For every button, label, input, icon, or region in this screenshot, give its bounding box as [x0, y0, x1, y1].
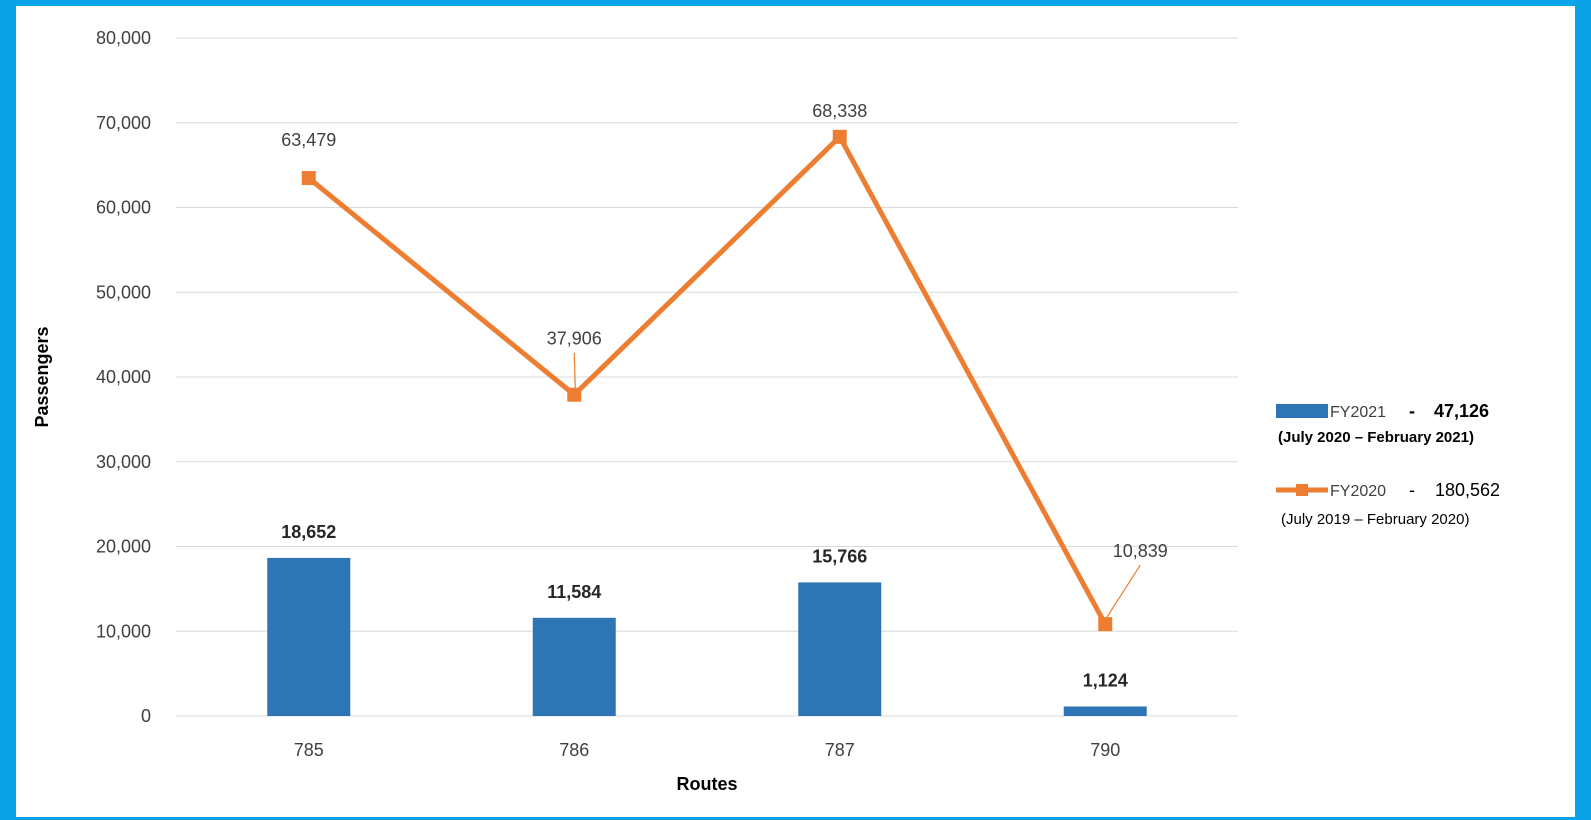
- fy2021-data-labels: 18,652 11,584 15,766 1,124: [281, 522, 1128, 691]
- bar-label-790: 1,124: [1083, 670, 1128, 690]
- legend-label-fy2021: FY2021: [1330, 404, 1386, 421]
- bar-785: [267, 557, 351, 716]
- line-label-786: 37,906: [547, 329, 602, 349]
- legend-marker-fy2020: [1296, 484, 1308, 496]
- bar-label-786: 11,584: [547, 582, 601, 602]
- legend-separator-fy2021: -: [1409, 401, 1415, 421]
- line-marker-787: [832, 129, 847, 144]
- y-tick-label: 70,000: [96, 113, 151, 133]
- legend-period-fy2021: (July 2020 – February 2021): [1278, 429, 1474, 446]
- bar-786: [532, 617, 616, 716]
- y-tick-label: 20,000: [96, 537, 151, 557]
- fy2020-data-labels: 63,479 37,906 68,338 10,839: [281, 101, 1168, 619]
- line-marker-790: [1098, 617, 1113, 632]
- x-tick-label: 787: [825, 740, 855, 760]
- fy2020-line-path: [307, 134, 1108, 626]
- bar-787: [798, 582, 882, 716]
- y-axis-ticks: 0 10,000 20,000 30,000 40,000 50,000 60,000 70,…: [96, 28, 151, 726]
- passenger-chart: 0 10,000 20,000 30,000 40,000 50,000 60,000 70,…: [32, 28, 1500, 794]
- fy2020-line: [301, 129, 1113, 632]
- line-label-785: 63,479: [281, 130, 336, 150]
- line-label-790: 10,839: [1113, 541, 1168, 561]
- legend-label-fy2020: FY2020: [1330, 483, 1386, 500]
- bar-label-787: 15,766: [812, 546, 867, 566]
- legend: FY2021 - 47,126 (July 2020 – February 20…: [1276, 401, 1500, 528]
- bar-label-785: 18,652: [281, 522, 336, 542]
- legend-total-fy2020: 180,562: [1435, 480, 1500, 500]
- x-tick-label: 785: [294, 740, 324, 760]
- line-label-787: 68,338: [812, 101, 867, 121]
- legend-total-fy2021: 47,126: [1434, 401, 1489, 421]
- fy2021-bars: [267, 557, 1147, 716]
- y-tick-label: 30,000: [96, 452, 151, 472]
- y-tick-label: 80,000: [96, 28, 151, 48]
- y-tick-label: 40,000: [96, 367, 151, 387]
- y-tick-label: 50,000: [96, 282, 151, 302]
- x-tick-label: 786: [559, 740, 589, 760]
- x-tick-label: 790: [1090, 740, 1120, 760]
- x-axis-title: Routes: [676, 774, 737, 794]
- leader-line-786: [573, 352, 576, 389]
- line-marker-786: [567, 387, 582, 402]
- line-marker-785: [301, 171, 316, 186]
- y-tick-label: 0: [141, 706, 151, 726]
- gridlines: [176, 37, 1238, 717]
- y-tick-label: 10,000: [96, 621, 151, 641]
- y-axis-title: Passengers: [32, 326, 52, 427]
- y-tick-label: 60,000: [96, 198, 151, 218]
- legend-period-fy2020: (July 2019 – February 2020): [1281, 511, 1469, 528]
- x-axis-ticks: 785 786 787 790: [294, 740, 1121, 760]
- bar-790: [1063, 706, 1147, 716]
- legend-separator-fy2020: -: [1409, 480, 1415, 500]
- leader-line-790: [1105, 564, 1141, 619]
- legend-swatch-fy2021: [1276, 404, 1328, 418]
